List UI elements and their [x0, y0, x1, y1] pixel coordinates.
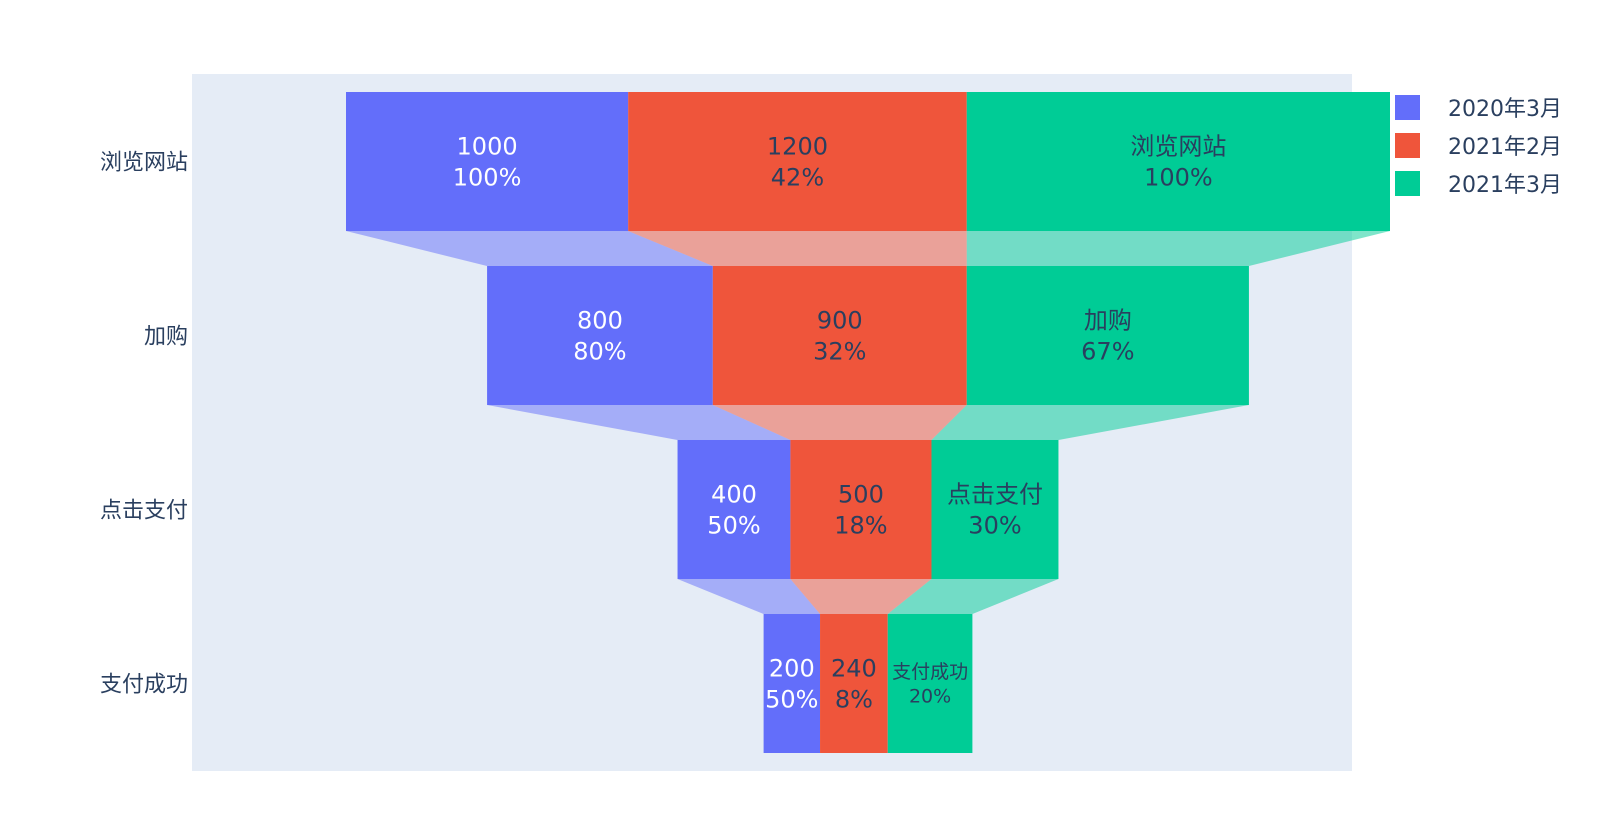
legend-swatch	[1395, 170, 1420, 196]
funnel-bar-labels: 1000 100%1200 42%浏览网站 100%800 80%900 32%加购 67%…	[453, 132, 1227, 713]
legend-label: 2020年3月	[1448, 97, 1562, 122]
funnel-bar[interactable]	[763, 614, 821, 753]
legend-swatch	[1395, 132, 1420, 158]
bar-label-line: 80%	[573, 338, 626, 366]
bar-label: 支付成功 20%	[892, 661, 968, 708]
legend-label: 2021年2月	[1448, 135, 1562, 160]
bar-label-line: 67%	[1081, 338, 1134, 366]
funnel-bar[interactable]	[628, 92, 967, 231]
funnel-bar[interactable]	[790, 440, 932, 579]
bar-label-line: 100%	[453, 164, 522, 192]
bar-label-line: 100%	[1144, 164, 1213, 192]
bar-label-line: 加购	[1084, 306, 1132, 334]
funnel-bar[interactable]	[487, 266, 713, 405]
bar-label-line: 400	[711, 480, 757, 508]
bar-label-line: 30%	[968, 512, 1021, 540]
bar-label-line: 8%	[835, 686, 873, 714]
bar-label-line: 42%	[771, 164, 824, 192]
bar-label-line: 240	[831, 654, 877, 682]
bar-label-line: 浏览网站	[1130, 132, 1226, 160]
funnel-bar[interactable]	[966, 92, 1390, 231]
bar-label: 点击支付 30%	[947, 480, 1043, 539]
funnel-bar[interactable]	[712, 266, 967, 405]
funnel-bar[interactable]	[887, 614, 973, 753]
funnel-connector	[346, 231, 713, 266]
bar-label: 400 50%	[707, 480, 760, 539]
stage-label: 点击支付	[100, 499, 188, 524]
legend-item[interactable]: 2021年2月	[1395, 126, 1562, 164]
bar-label: 500 18%	[834, 480, 887, 539]
bar-label: 浏览网站 100%	[1130, 132, 1226, 191]
funnel-bars	[346, 92, 1390, 753]
bar-label: 加购 67%	[1081, 306, 1134, 365]
bar-label-line: 18%	[834, 512, 887, 540]
funnel-bar[interactable]	[677, 440, 791, 579]
bar-label-line: 900	[817, 306, 863, 334]
bar-label: 200 50%	[765, 654, 818, 713]
bar-label: 240 8%	[831, 654, 877, 713]
funnel-connector	[487, 405, 791, 440]
legend: 2020年3月 2021年2月 2021年3月	[1395, 88, 1562, 202]
funnel-bar[interactable]	[931, 440, 1059, 579]
bar-label-line: 800	[577, 306, 623, 334]
legend-item[interactable]: 2021年3月	[1395, 164, 1562, 202]
funnel-connector	[712, 405, 967, 440]
funnel-connector	[790, 579, 932, 614]
bar-label-line: 200	[769, 654, 815, 682]
bar-label-line: 1000	[457, 132, 518, 160]
bar-label-line: 点击支付	[947, 480, 1043, 508]
bar-label: 1200 42%	[767, 132, 828, 191]
bar-label: 1000 100%	[453, 132, 522, 191]
funnel-bar[interactable]	[966, 266, 1249, 405]
bar-label-line: 20%	[909, 686, 951, 708]
funnel-bar[interactable]	[820, 614, 888, 753]
funnel-connector	[966, 231, 1390, 266]
funnel-connector	[677, 579, 821, 614]
legend-item[interactable]: 2020年3月	[1395, 88, 1562, 126]
stage-label: 浏览网站	[100, 151, 188, 176]
legend-swatch	[1395, 94, 1420, 120]
bar-label-line: 支付成功	[892, 661, 968, 683]
bar-label: 900 32%	[813, 306, 866, 365]
funnel-connector	[887, 579, 1059, 614]
funnel-connector	[628, 231, 967, 266]
bar-label-line: 50%	[765, 686, 818, 714]
bar-label-line: 32%	[813, 338, 866, 366]
bar-label-line: 1200	[767, 132, 828, 160]
funnel-connector	[931, 405, 1249, 440]
funnel-connectors	[346, 231, 1390, 614]
bar-label-line: 50%	[707, 512, 760, 540]
stage-label: 加购	[144, 325, 188, 350]
bar-label-line: 500	[838, 480, 884, 508]
bar-label: 800 80%	[573, 306, 626, 365]
stage-label: 支付成功	[100, 673, 188, 698]
legend-label: 2021年3月	[1448, 173, 1562, 198]
funnel-bar[interactable]	[346, 92, 629, 231]
